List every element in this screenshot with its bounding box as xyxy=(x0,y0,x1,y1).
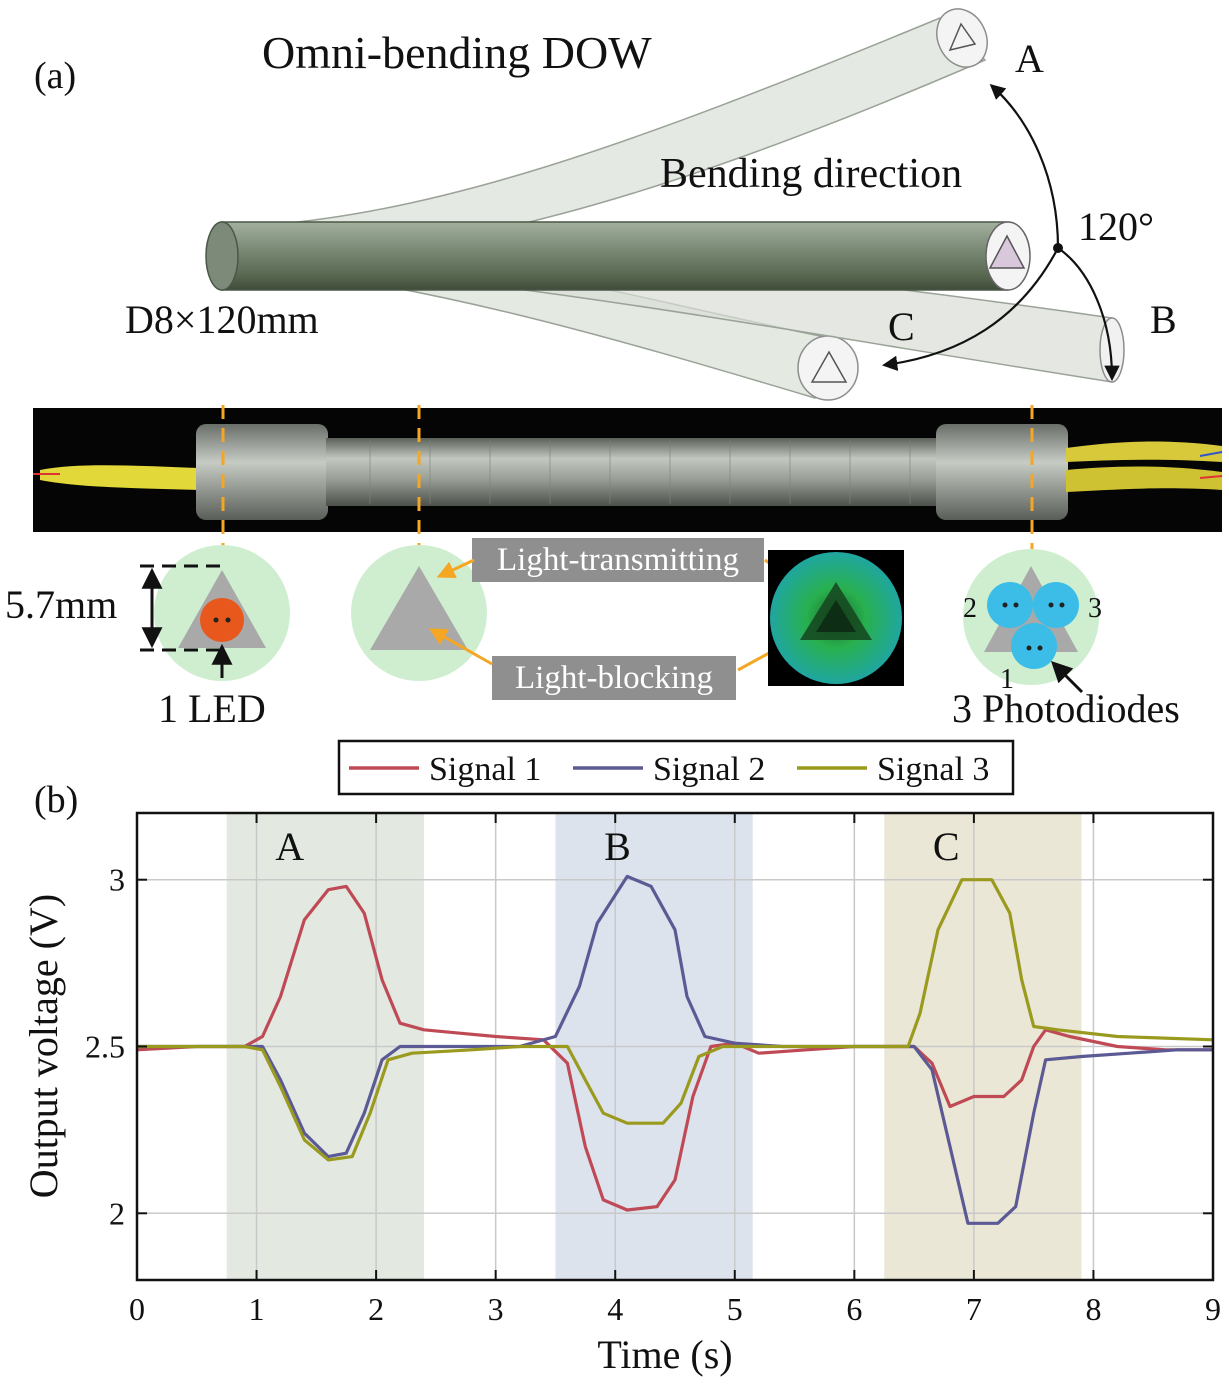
width-label: 5.7mm xyxy=(5,582,117,627)
series-line-signal-1 xyxy=(136,884,1213,1212)
legend-label-signal-2: Signal 2 xyxy=(653,751,765,788)
angle-label: 120° xyxy=(1078,204,1154,249)
direction-a-label: A xyxy=(1015,36,1044,81)
y-tick-label: 3 xyxy=(109,862,125,898)
series-line-signal-3 xyxy=(137,878,1214,1162)
x-tick-label: 5 xyxy=(727,1291,743,1327)
x-tick-label: 6 xyxy=(846,1291,862,1327)
photodiode-2-icon xyxy=(987,582,1033,628)
y-tick-label: 2.5 xyxy=(85,1029,125,1065)
x-tick-label: 8 xyxy=(1085,1291,1101,1327)
photodiode-1-icon xyxy=(1011,623,1057,669)
region-label-b: B xyxy=(604,824,631,869)
bending-arrows xyxy=(881,83,1120,382)
light-blocking-callout: Light-blocking xyxy=(428,622,826,700)
x-tick-label: 2 xyxy=(368,1291,384,1327)
dimension-label: D8×120mm xyxy=(125,297,319,342)
width-dimension xyxy=(140,564,225,652)
photodiode-3-icon xyxy=(1033,582,1079,628)
x-tick-label: 3 xyxy=(488,1291,504,1327)
rod-straight xyxy=(205,221,1031,291)
led-icon xyxy=(200,598,244,642)
x-tick-label: 1 xyxy=(249,1291,265,1327)
y-tick-label: 2 xyxy=(109,1195,125,1231)
x-tick-label: 7 xyxy=(966,1291,982,1327)
legend-label-signal-3: Signal 3 xyxy=(877,751,989,788)
chart-legend: Signal 1 Signal 2 Signal 3 xyxy=(337,739,1015,796)
direction-c-label: C xyxy=(888,304,915,349)
led-label: 1 LED xyxy=(158,686,266,731)
light-blocking-label: Light-blocking xyxy=(515,660,713,696)
direction-b-label: B xyxy=(1150,297,1177,342)
series-line-signal-2 xyxy=(137,874,1213,1225)
panel-a-label: (a) xyxy=(34,55,76,97)
section-guides xyxy=(221,405,1034,556)
bending-direction-label: Bending direction xyxy=(660,151,962,197)
photodiode-3-label: 3 xyxy=(1088,593,1102,624)
middle-cross-section xyxy=(351,545,487,681)
cross-section-photo xyxy=(768,550,904,686)
x-tick-label: 9 xyxy=(1205,1291,1221,1327)
photodiode-1-label: 1 xyxy=(1000,664,1014,695)
photodiode-cross-section xyxy=(963,549,1099,694)
x-tick-label: 0 xyxy=(129,1291,145,1327)
panel-b-label: (b) xyxy=(34,779,78,821)
legend-label-signal-1: Signal 1 xyxy=(429,751,541,788)
light-transmitting-callout: Light-transmitting xyxy=(436,538,811,593)
device-photo xyxy=(33,408,1223,532)
region-label-a: A xyxy=(275,824,304,869)
plot-area: A B C 0 1 2 3 4 5 6 7 8 9 2 2.5 3 xyxy=(85,811,1221,1327)
light-transmitting-label: Light-transmitting xyxy=(497,542,739,578)
y-axis-label: Output voltage (V) xyxy=(21,894,66,1198)
x-tick-label: 4 xyxy=(607,1291,623,1327)
x-axis-label: Time (s) xyxy=(597,1332,732,1377)
photodiode-2-label: 2 xyxy=(963,593,977,624)
photodiodes-label: 3 Photodiodes xyxy=(952,686,1180,731)
led-cross-section xyxy=(154,545,290,681)
region-label-c: C xyxy=(933,824,960,869)
panel-a-title: Omni-bending DOW xyxy=(262,27,652,78)
